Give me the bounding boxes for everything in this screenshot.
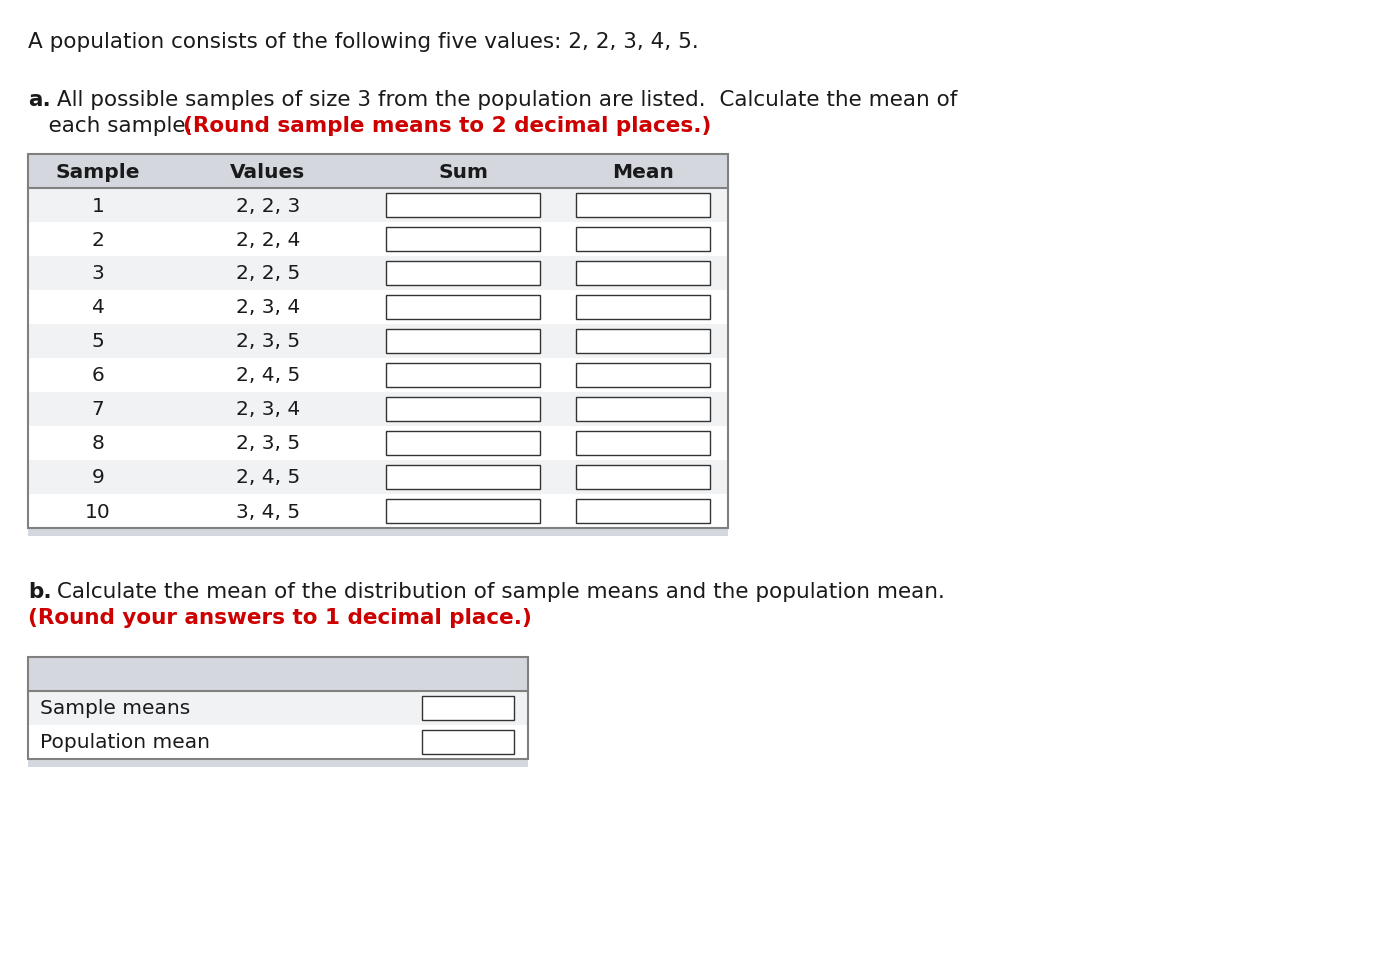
Bar (28, 155, 728, 189)
Text: 2, 2, 3: 2, 2, 3 (236, 197, 300, 215)
Text: 2: 2 (91, 231, 105, 249)
Text: 8: 8 (91, 434, 105, 453)
Text: All possible samples of size 3 from the population are listed.  Calculate the me: All possible samples of size 3 from the … (50, 90, 958, 109)
Bar (28, 460, 728, 494)
Text: 4: 4 (91, 298, 105, 317)
Bar (576, 329, 710, 354)
Bar (386, 363, 540, 388)
Bar (576, 296, 710, 320)
Bar (386, 431, 540, 455)
Bar (576, 499, 710, 523)
Text: (Round your answers to 1 decimal place.): (Round your answers to 1 decimal place.) (28, 608, 532, 627)
Text: 2, 3, 5: 2, 3, 5 (236, 332, 300, 351)
Bar (576, 465, 710, 489)
Bar (576, 228, 710, 252)
Bar (386, 194, 540, 218)
Bar (386, 465, 540, 489)
Bar (422, 697, 514, 720)
Text: 2, 2, 4: 2, 2, 4 (236, 231, 300, 249)
Bar (28, 155, 728, 528)
Text: Sample: Sample (55, 163, 141, 181)
Text: b.: b. (28, 581, 51, 602)
Bar (28, 189, 728, 223)
Bar (28, 223, 728, 257)
Bar (28, 691, 528, 725)
Text: Mean: Mean (612, 163, 674, 181)
Text: a.: a. (28, 90, 51, 109)
Bar (386, 397, 540, 422)
Bar (28, 657, 528, 691)
Bar (576, 194, 710, 218)
Bar (28, 657, 528, 760)
Text: Sum: Sum (438, 163, 488, 181)
Text: 7: 7 (91, 400, 105, 419)
Bar (576, 363, 710, 388)
Bar (576, 397, 710, 422)
Bar (28, 760, 528, 767)
Bar (28, 392, 728, 426)
Bar (386, 499, 540, 523)
Text: 3: 3 (91, 265, 105, 283)
Text: 2, 4, 5: 2, 4, 5 (236, 468, 300, 487)
Bar (576, 262, 710, 286)
Bar (386, 329, 540, 354)
Bar (386, 296, 540, 320)
Text: each sample.: each sample. (28, 116, 200, 136)
Bar (28, 359, 728, 392)
Text: (Round sample means to 2 decimal places.): (Round sample means to 2 decimal places.… (183, 116, 711, 136)
Text: Values: Values (230, 163, 306, 181)
Text: Calculate the mean of the distribution of sample means and the population mean.: Calculate the mean of the distribution o… (50, 581, 945, 602)
Bar (28, 494, 728, 528)
Text: 2, 4, 5: 2, 4, 5 (236, 366, 300, 385)
Text: 6: 6 (91, 366, 105, 385)
Text: 2, 3, 4: 2, 3, 4 (236, 298, 300, 317)
Text: Population mean: Population mean (40, 733, 209, 752)
Bar (386, 262, 540, 286)
Bar (28, 528, 728, 537)
Text: 9: 9 (91, 468, 105, 487)
Bar (28, 426, 728, 460)
Text: 5: 5 (91, 332, 105, 351)
Text: Sample means: Sample means (40, 699, 190, 718)
Bar (28, 325, 728, 359)
Text: A population consists of the following five values: 2, 2, 3, 4, 5.: A population consists of the following f… (28, 32, 699, 52)
Text: 2, 3, 5: 2, 3, 5 (236, 434, 300, 453)
Text: 2, 2, 5: 2, 2, 5 (236, 265, 300, 283)
Bar (28, 291, 728, 325)
Text: 3, 4, 5: 3, 4, 5 (236, 502, 300, 521)
Text: 2, 3, 4: 2, 3, 4 (236, 400, 300, 419)
Bar (422, 731, 514, 754)
Bar (576, 431, 710, 455)
Bar (28, 725, 528, 760)
Text: 10: 10 (85, 502, 110, 521)
Bar (28, 257, 728, 291)
Bar (386, 228, 540, 252)
Text: 1: 1 (91, 197, 105, 215)
